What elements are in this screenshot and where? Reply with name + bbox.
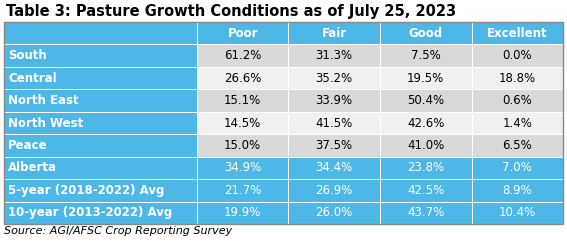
Bar <box>4 179 197 202</box>
Text: 26.0%: 26.0% <box>316 206 353 219</box>
Text: Alberta: Alberta <box>8 161 57 174</box>
Text: 42.6%: 42.6% <box>407 116 445 129</box>
Bar <box>289 112 380 134</box>
Text: 26.9%: 26.9% <box>315 184 353 197</box>
Bar <box>4 134 197 157</box>
Bar <box>289 202 380 224</box>
Text: North East: North East <box>8 94 79 107</box>
Text: 43.7%: 43.7% <box>407 206 445 219</box>
Bar <box>289 67 380 89</box>
Text: 14.5%: 14.5% <box>224 116 261 129</box>
Text: 37.5%: 37.5% <box>316 139 353 152</box>
Bar <box>197 45 289 67</box>
Text: 33.9%: 33.9% <box>316 94 353 107</box>
Text: 7.0%: 7.0% <box>502 161 532 174</box>
Bar <box>197 134 289 157</box>
Text: South: South <box>8 49 46 62</box>
Bar <box>197 179 289 202</box>
Text: 0.0%: 0.0% <box>502 49 532 62</box>
Bar <box>289 134 380 157</box>
Bar <box>4 67 197 89</box>
Bar <box>4 45 197 67</box>
Bar <box>380 157 472 179</box>
Text: 7.5%: 7.5% <box>411 49 441 62</box>
Text: 21.7%: 21.7% <box>224 184 261 197</box>
Bar <box>380 202 472 224</box>
Text: North West: North West <box>8 116 83 129</box>
Text: Central: Central <box>8 72 57 85</box>
Bar <box>380 134 472 157</box>
Bar <box>472 112 563 134</box>
Text: 41.0%: 41.0% <box>407 139 445 152</box>
Text: 18.8%: 18.8% <box>499 72 536 85</box>
Bar <box>289 45 380 67</box>
Bar <box>472 89 563 112</box>
Bar <box>380 45 472 67</box>
Bar <box>472 157 563 179</box>
Bar <box>380 89 472 112</box>
Text: 35.2%: 35.2% <box>316 72 353 85</box>
Bar <box>472 179 563 202</box>
Bar <box>197 67 289 89</box>
Text: 15.0%: 15.0% <box>224 139 261 152</box>
Text: 19.9%: 19.9% <box>224 206 261 219</box>
Text: 61.2%: 61.2% <box>224 49 261 62</box>
Text: 1.4%: 1.4% <box>502 116 532 129</box>
Text: 10.4%: 10.4% <box>499 206 536 219</box>
Bar <box>197 22 289 45</box>
Bar <box>197 112 289 134</box>
Text: 15.1%: 15.1% <box>224 94 261 107</box>
Bar <box>472 67 563 89</box>
Bar <box>197 89 289 112</box>
Text: 5-year (2018-2022) Avg: 5-year (2018-2022) Avg <box>8 184 164 197</box>
Text: 50.4%: 50.4% <box>407 94 445 107</box>
Text: Source: AGI/AFSC Crop Reporting Survey: Source: AGI/AFSC Crop Reporting Survey <box>4 226 232 236</box>
Bar <box>380 67 472 89</box>
Text: 8.9%: 8.9% <box>502 184 532 197</box>
Text: 26.6%: 26.6% <box>224 72 261 85</box>
Bar <box>289 22 380 45</box>
Text: 42.5%: 42.5% <box>407 184 445 197</box>
Bar <box>289 179 380 202</box>
Bar <box>289 157 380 179</box>
Bar <box>472 22 563 45</box>
Bar <box>380 179 472 202</box>
Bar <box>197 157 289 179</box>
Bar <box>380 112 472 134</box>
Text: Peace: Peace <box>8 139 48 152</box>
Text: Excellent: Excellent <box>487 27 548 40</box>
Text: 10-year (2013-2022) Avg: 10-year (2013-2022) Avg <box>8 206 172 219</box>
Text: 23.8%: 23.8% <box>407 161 445 174</box>
Text: 0.6%: 0.6% <box>502 94 532 107</box>
Text: Fair: Fair <box>321 27 347 40</box>
Text: 19.5%: 19.5% <box>407 72 445 85</box>
Text: 31.3%: 31.3% <box>316 49 353 62</box>
Bar <box>289 89 380 112</box>
Bar <box>4 157 197 179</box>
Text: Poor: Poor <box>227 27 258 40</box>
Bar <box>4 22 197 45</box>
Text: 34.4%: 34.4% <box>316 161 353 174</box>
Text: 34.9%: 34.9% <box>224 161 261 174</box>
Bar <box>4 22 563 224</box>
Text: Good: Good <box>409 27 443 40</box>
Bar <box>4 89 197 112</box>
Bar <box>472 202 563 224</box>
Bar <box>472 134 563 157</box>
Bar <box>472 45 563 67</box>
Bar <box>197 202 289 224</box>
Text: 6.5%: 6.5% <box>502 139 532 152</box>
Text: 41.5%: 41.5% <box>316 116 353 129</box>
Text: Table 3: Pasture Growth Conditions as of July 25, 2023: Table 3: Pasture Growth Conditions as of… <box>6 4 456 19</box>
Bar <box>380 22 472 45</box>
Bar <box>4 112 197 134</box>
Bar <box>4 202 197 224</box>
